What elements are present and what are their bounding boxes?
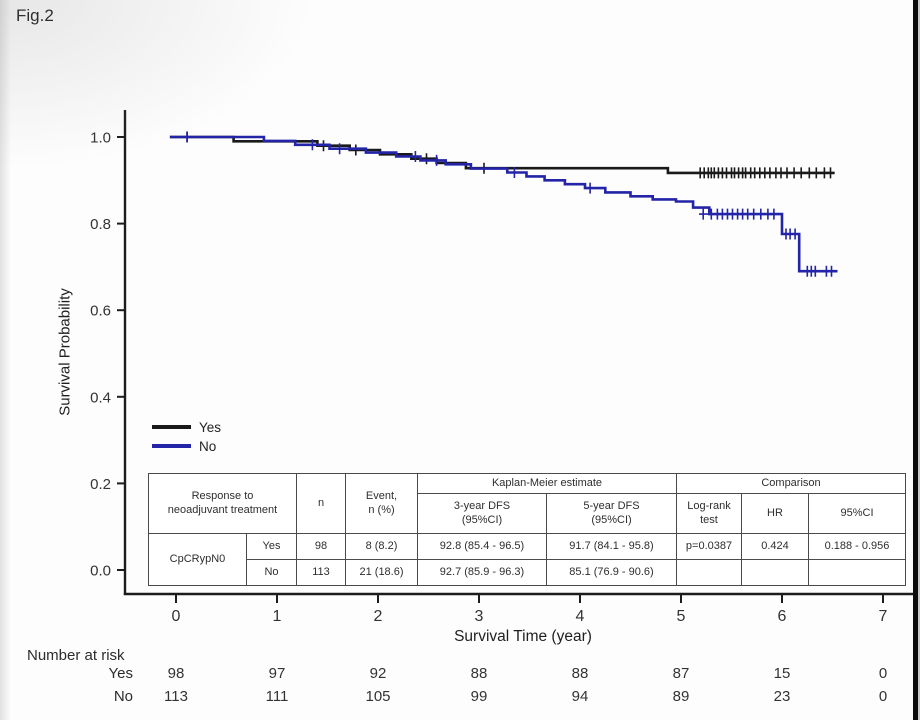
cell-logrank <box>676 559 742 586</box>
cell-3yr-dfs: 92.8 (85.4 - 96.5) <box>417 533 547 560</box>
y-tick-label: 0.2 <box>90 476 111 493</box>
cell-95ci: 0.188 - 0.956 <box>808 533 906 560</box>
header-event: Event, n (%) <box>345 473 418 534</box>
header-n: n <box>296 473 346 534</box>
table-row-no: No 113 21 (18.6) 92.7 (85.9 - 96.3) 85.1… <box>149 559 906 586</box>
x-tick-label: 4 <box>576 608 585 625</box>
x-tick-label: 0 <box>172 608 181 625</box>
cell-hr: 0.424 <box>741 533 809 560</box>
risk-value-no: 111 <box>266 688 289 705</box>
header-logrank: Log-rank test <box>676 493 742 534</box>
y-tick-label: 0.0 <box>90 563 111 580</box>
x-tick-label: 6 <box>778 608 787 625</box>
x-axis-title: Survival Time (year) <box>454 628 592 645</box>
cell-5yr-dfs: 91.7 (84.1 - 95.8) <box>546 533 677 560</box>
y-tick-label: 0.8 <box>90 216 111 233</box>
risk-value-no: 94 <box>572 688 589 705</box>
x-tick-label: 3 <box>475 608 484 625</box>
censor-marks-no <box>182 131 836 277</box>
cell-event: 8 (8.2) <box>345 533 418 560</box>
risk-value-yes: 88 <box>572 665 589 682</box>
risk-value-no: 113 <box>164 688 188 705</box>
header-95ci: 95%CI <box>808 493 906 534</box>
cell-arm: Yes <box>246 533 297 560</box>
risk-value-yes: 87 <box>673 665 690 682</box>
risk-value-yes: 15 <box>774 665 791 682</box>
x-tick-label: 2 <box>374 608 383 625</box>
cell-5yr-dfs: 85.1 (76.9 - 90.6) <box>546 559 677 586</box>
km-curve-no <box>169 135 838 273</box>
x-tick-label: 1 <box>273 608 282 625</box>
risk-value-no: 89 <box>673 688 690 705</box>
risk-row-label-no: No <box>114 688 133 705</box>
cell-event: 21 (18.6) <box>345 559 418 586</box>
risk-value-no: 105 <box>365 688 390 705</box>
cell-arm: No <box>246 559 297 586</box>
cell-hr <box>741 559 809 586</box>
y-tick-label: 0.4 <box>90 389 111 406</box>
right-frame-edge <box>918 0 920 720</box>
x-tick-label: 5 <box>677 608 686 625</box>
risk-value-no: 99 <box>471 688 488 705</box>
km-statistics-table: Response to neoadjuvant treatment n Even… <box>148 473 906 586</box>
risk-row-label-yes: Yes <box>109 665 133 682</box>
header-comparison: Comparison <box>676 473 906 494</box>
legend-label-no: No <box>199 439 216 454</box>
risk-value-yes: 92 <box>370 665 387 682</box>
figure-label: Fig.2 <box>16 6 54 25</box>
right-frame-border <box>913 0 918 720</box>
header-hr: HR <box>741 493 809 534</box>
risk-value-no: 0 <box>879 688 887 705</box>
number-at-risk-title: Number at risk <box>27 647 125 664</box>
cell-95ci <box>808 559 906 586</box>
risk-value-yes: 98 <box>168 665 185 682</box>
header-3yr-dfs: 3-year DFS (95%CI) <box>417 493 547 534</box>
cell-logrank: p=0.0387 <box>676 533 742 560</box>
risk-value-yes: 88 <box>471 665 488 682</box>
y-axis-title: Survival Probability <box>56 288 74 416</box>
y-tick-label: 1.0 <box>90 130 111 147</box>
table-row-yes: CpCRypN0 Yes 98 8 (8.2) 92.8 (85.4 - 96.… <box>148 533 906 586</box>
legend-label-yes: Yes <box>199 420 221 435</box>
risk-value-no: 23 <box>774 688 791 705</box>
cell-n: 98 <box>296 533 346 560</box>
cell-n: 113 <box>296 559 346 586</box>
cell-group: CpCRypN0 <box>148 533 247 586</box>
risk-value-yes: 97 <box>269 665 286 682</box>
header-km-estimate: Kaplan-Meier estimate <box>417 473 677 494</box>
y-tick-label: 0.6 <box>90 303 111 320</box>
header-response: Response to neoadjuvant treatment <box>148 473 297 534</box>
x-tick-label: 7 <box>879 608 888 625</box>
header-5yr-dfs: 5-year DFS (95%CI) <box>546 493 677 534</box>
cell-3yr-dfs: 92.7 (85.9 - 96.3) <box>417 559 547 586</box>
risk-value-yes: 0 <box>879 665 887 682</box>
